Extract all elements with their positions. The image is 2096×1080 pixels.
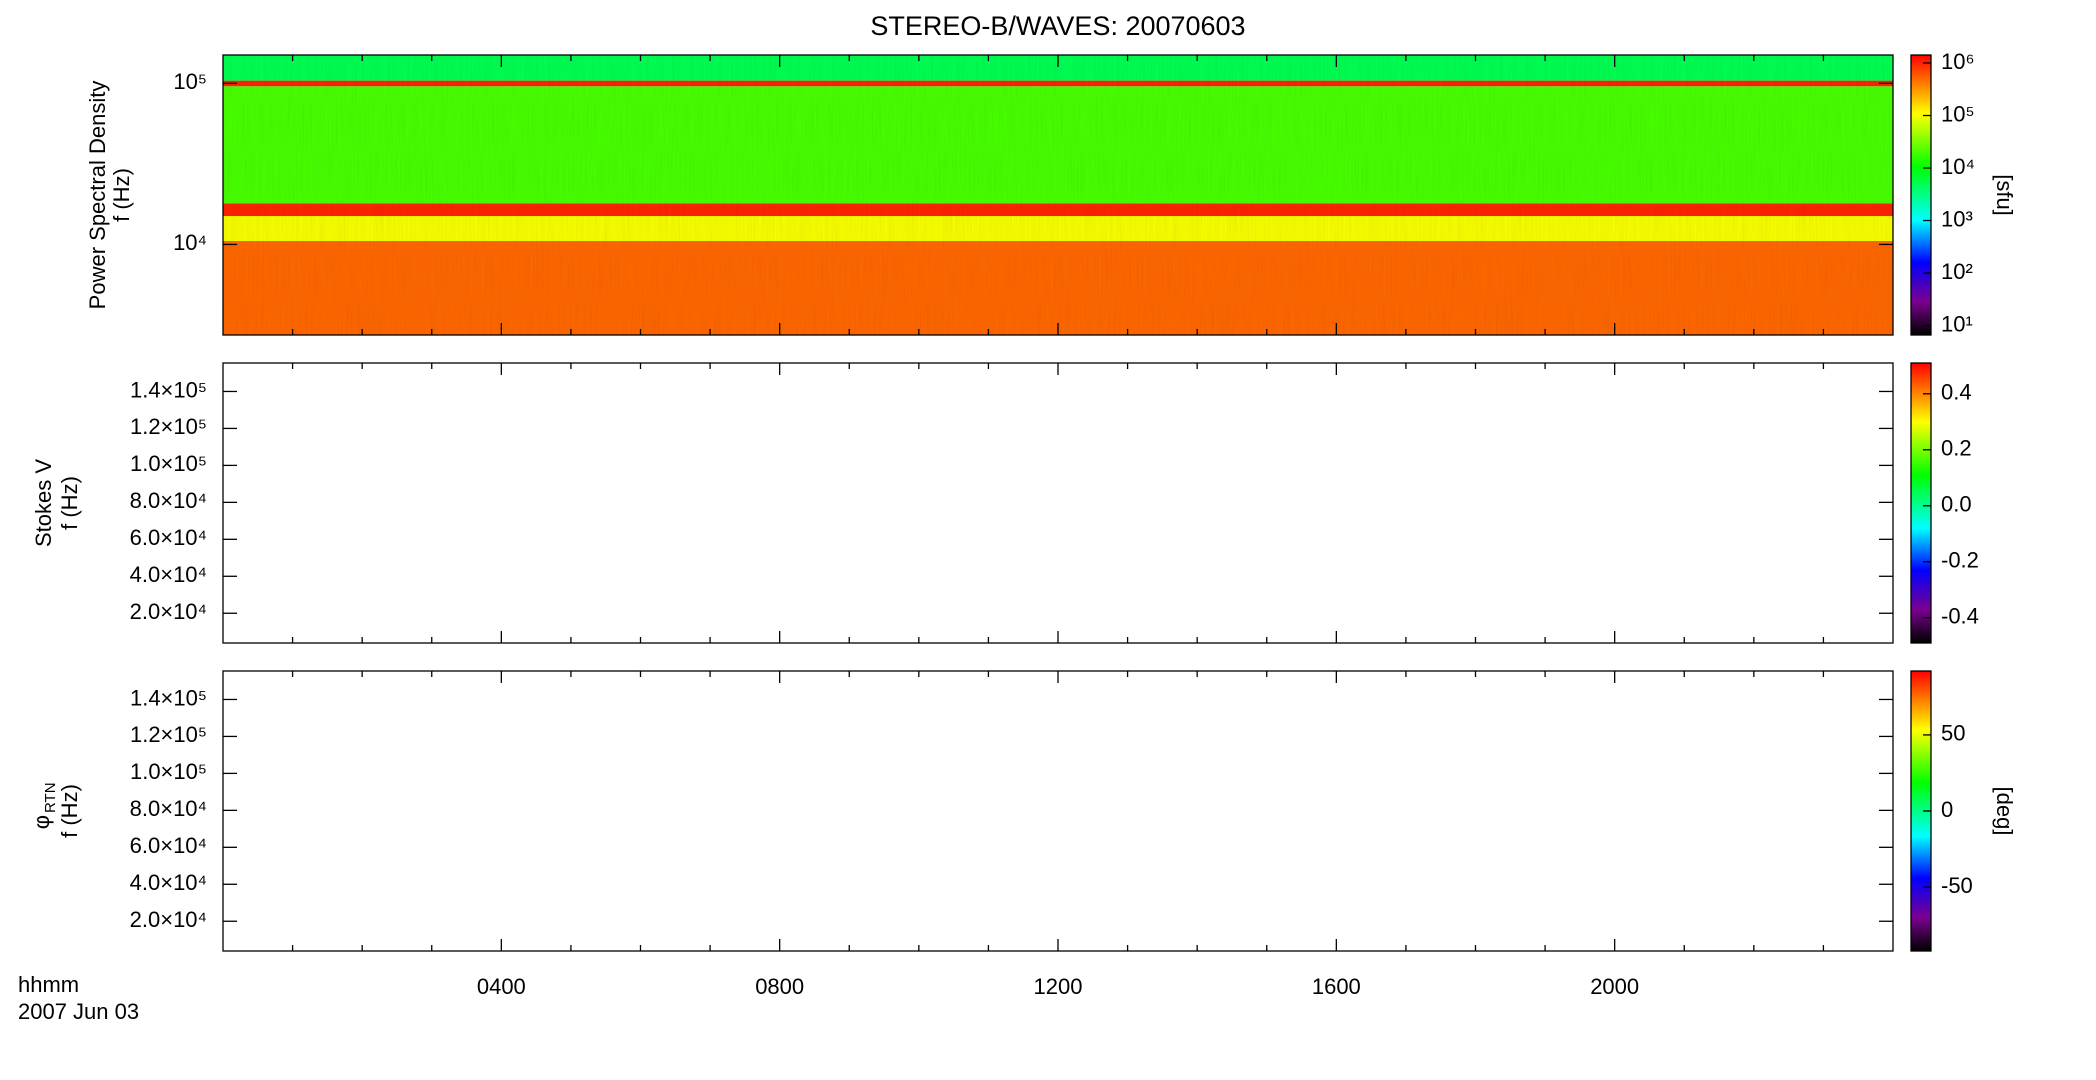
colorbar-tick-label: 0.2	[1941, 436, 1972, 461]
y-tick-label: 10⁴	[173, 230, 207, 255]
colorbar-tick-label: 0	[1941, 797, 1953, 822]
y-tick-label: 8.0×10⁴	[130, 796, 207, 821]
x-tick-label: 2000	[1590, 974, 1639, 999]
y-tick-label: 2.0×10⁴	[130, 907, 207, 932]
y-tick-label: 6.0×10⁴	[130, 833, 207, 858]
y-tick-label: 2.0×10⁴	[130, 599, 207, 624]
y-axis-label-unit: f (Hz)	[57, 476, 82, 530]
y-tick-label: 1.0×10⁵	[130, 759, 207, 784]
colorbar-tick-label: 50	[1941, 721, 1965, 746]
colorbar-tick-label: 10³	[1941, 206, 1973, 231]
x-tick-label: 0800	[755, 974, 804, 999]
colorbar-tick-label: -0.2	[1941, 548, 1979, 573]
panel-frame	[222, 362, 1894, 644]
x-tick-label: 1200	[1034, 974, 1083, 999]
colorbar-tick-label: 10⁵	[1941, 101, 1975, 126]
colorbar-tick-label: 10⁴	[1941, 154, 1975, 179]
y-tick-label: 1.0×10⁵	[130, 451, 207, 476]
y-tick-label: 1.4×10⁵	[130, 377, 207, 402]
y-axis-label: Stokes V	[31, 459, 56, 547]
colorbar	[1910, 362, 1932, 644]
x-tick-label: 1600	[1312, 974, 1361, 999]
y-tick-label: 4.0×10⁴	[130, 870, 207, 895]
colorbar-label: [sfu]	[1992, 174, 2017, 216]
y-axis-label-symbol: φ	[29, 815, 54, 829]
y-axis-label-subscript: RTN	[42, 782, 59, 813]
y-tick-label: 8.0×10⁴	[130, 488, 207, 513]
y-tick-label: 1.2×10⁵	[130, 414, 207, 439]
colorbar-label: [deg]	[1992, 787, 2017, 836]
y-tick-label: 1.2×10⁵	[130, 722, 207, 747]
y-tick-label: 6.0×10⁴	[130, 525, 207, 550]
colorbar-tick-label: 10¹	[1941, 311, 1973, 336]
y-axis-label: φ RTN	[29, 782, 59, 829]
y-tick-label: 10⁵	[173, 69, 207, 94]
colorbar-tick-label: 10⁶	[1941, 49, 1975, 74]
chart-title: STEREO-B/WAVES: 20070603	[870, 11, 1245, 41]
x-tick-label: 0400	[477, 974, 526, 999]
y-axis-label: Power Spectral Density	[85, 81, 110, 310]
colorbar-tick-label: -0.4	[1941, 604, 1979, 629]
y-axis-label-unit: f (Hz)	[57, 784, 82, 838]
y-axis-label-unit: f (Hz)	[109, 168, 134, 222]
colorbar-tick-label: -50	[1941, 873, 1973, 898]
colorbar-tick-label: 0.0	[1941, 492, 1972, 517]
colorbar-tick-label: 10²	[1941, 259, 1973, 284]
colorbar	[1910, 54, 1932, 336]
colorbar-tick-label: 0.4	[1941, 380, 1972, 405]
spectrogram-texture	[223, 55, 1893, 335]
panel-frame	[222, 670, 1894, 952]
y-tick-label: 4.0×10⁴	[130, 562, 207, 587]
y-tick-label: 1.4×10⁵	[130, 685, 207, 710]
date-label: 2007 Jun 03	[18, 999, 139, 1024]
x-axis-label: hhmm	[18, 972, 79, 997]
